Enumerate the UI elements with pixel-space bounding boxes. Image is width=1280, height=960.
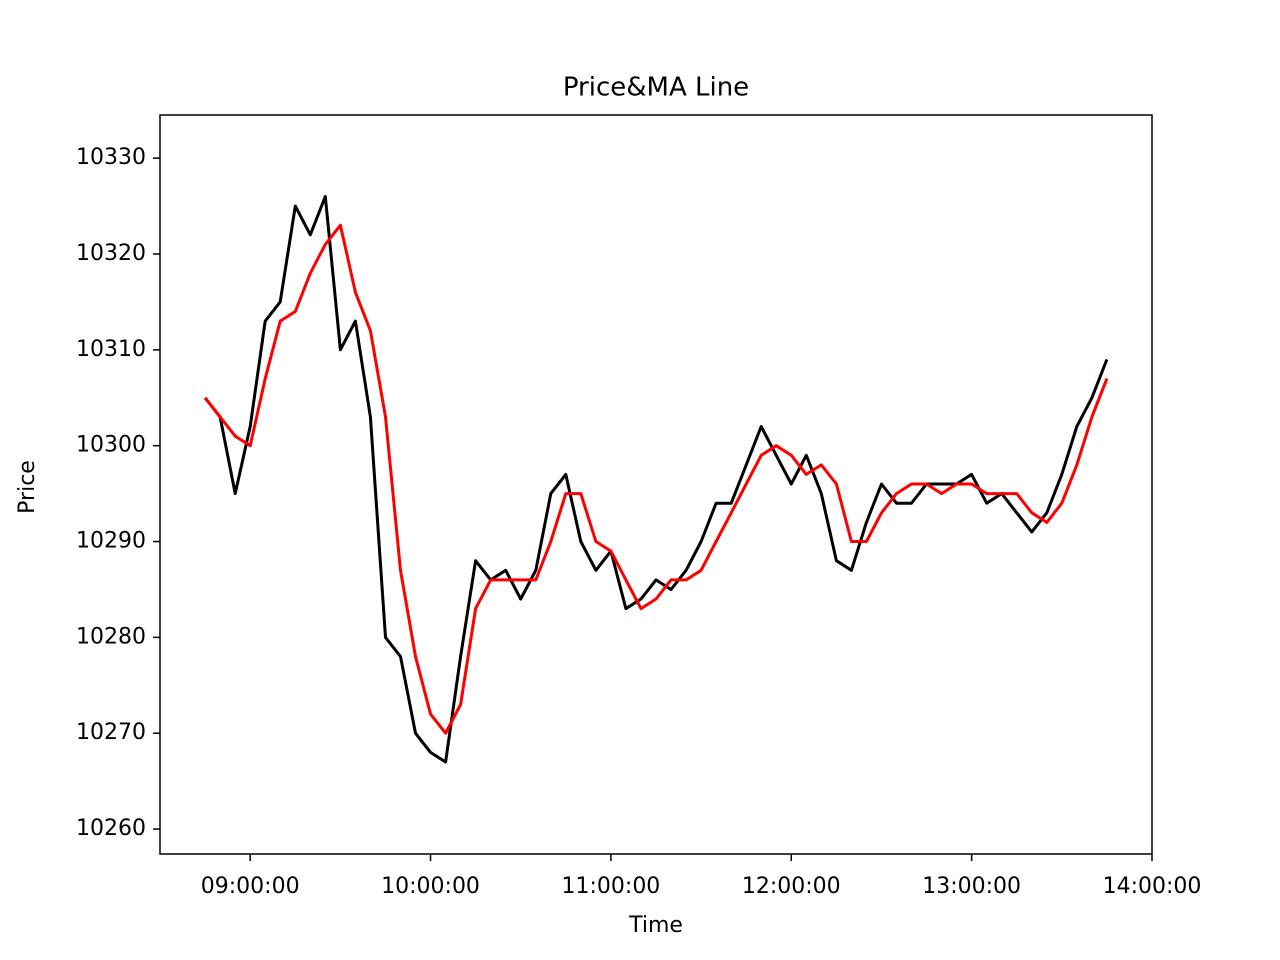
y-tick-label: 10260 xyxy=(76,816,146,841)
x-tick-label: 12:00:00 xyxy=(742,874,841,899)
plot-frame xyxy=(159,114,1153,855)
y-tick-label: 10300 xyxy=(76,433,146,458)
x-tick-label: 10:00:00 xyxy=(381,874,480,899)
y-tick-label: 10330 xyxy=(76,145,146,170)
y-tick-label: 10280 xyxy=(76,624,146,649)
y-tick-label: 10290 xyxy=(76,529,146,554)
chart-title: Price&MA Line xyxy=(563,73,749,103)
y-axis-label: Price xyxy=(15,460,40,514)
x-axis-label: Time xyxy=(628,913,683,938)
y-tick-label: 10320 xyxy=(76,241,146,266)
x-tick-label: 11:00:00 xyxy=(562,874,661,899)
y-tick-label: 10270 xyxy=(76,720,146,745)
x-tick-label: 14:00:00 xyxy=(1103,874,1202,899)
series-line xyxy=(203,223,1109,735)
x-tick-label: 13:00:00 xyxy=(922,874,1021,899)
y-tick-label: 10310 xyxy=(76,337,146,362)
x-tick-label: 09:00:00 xyxy=(201,874,300,899)
